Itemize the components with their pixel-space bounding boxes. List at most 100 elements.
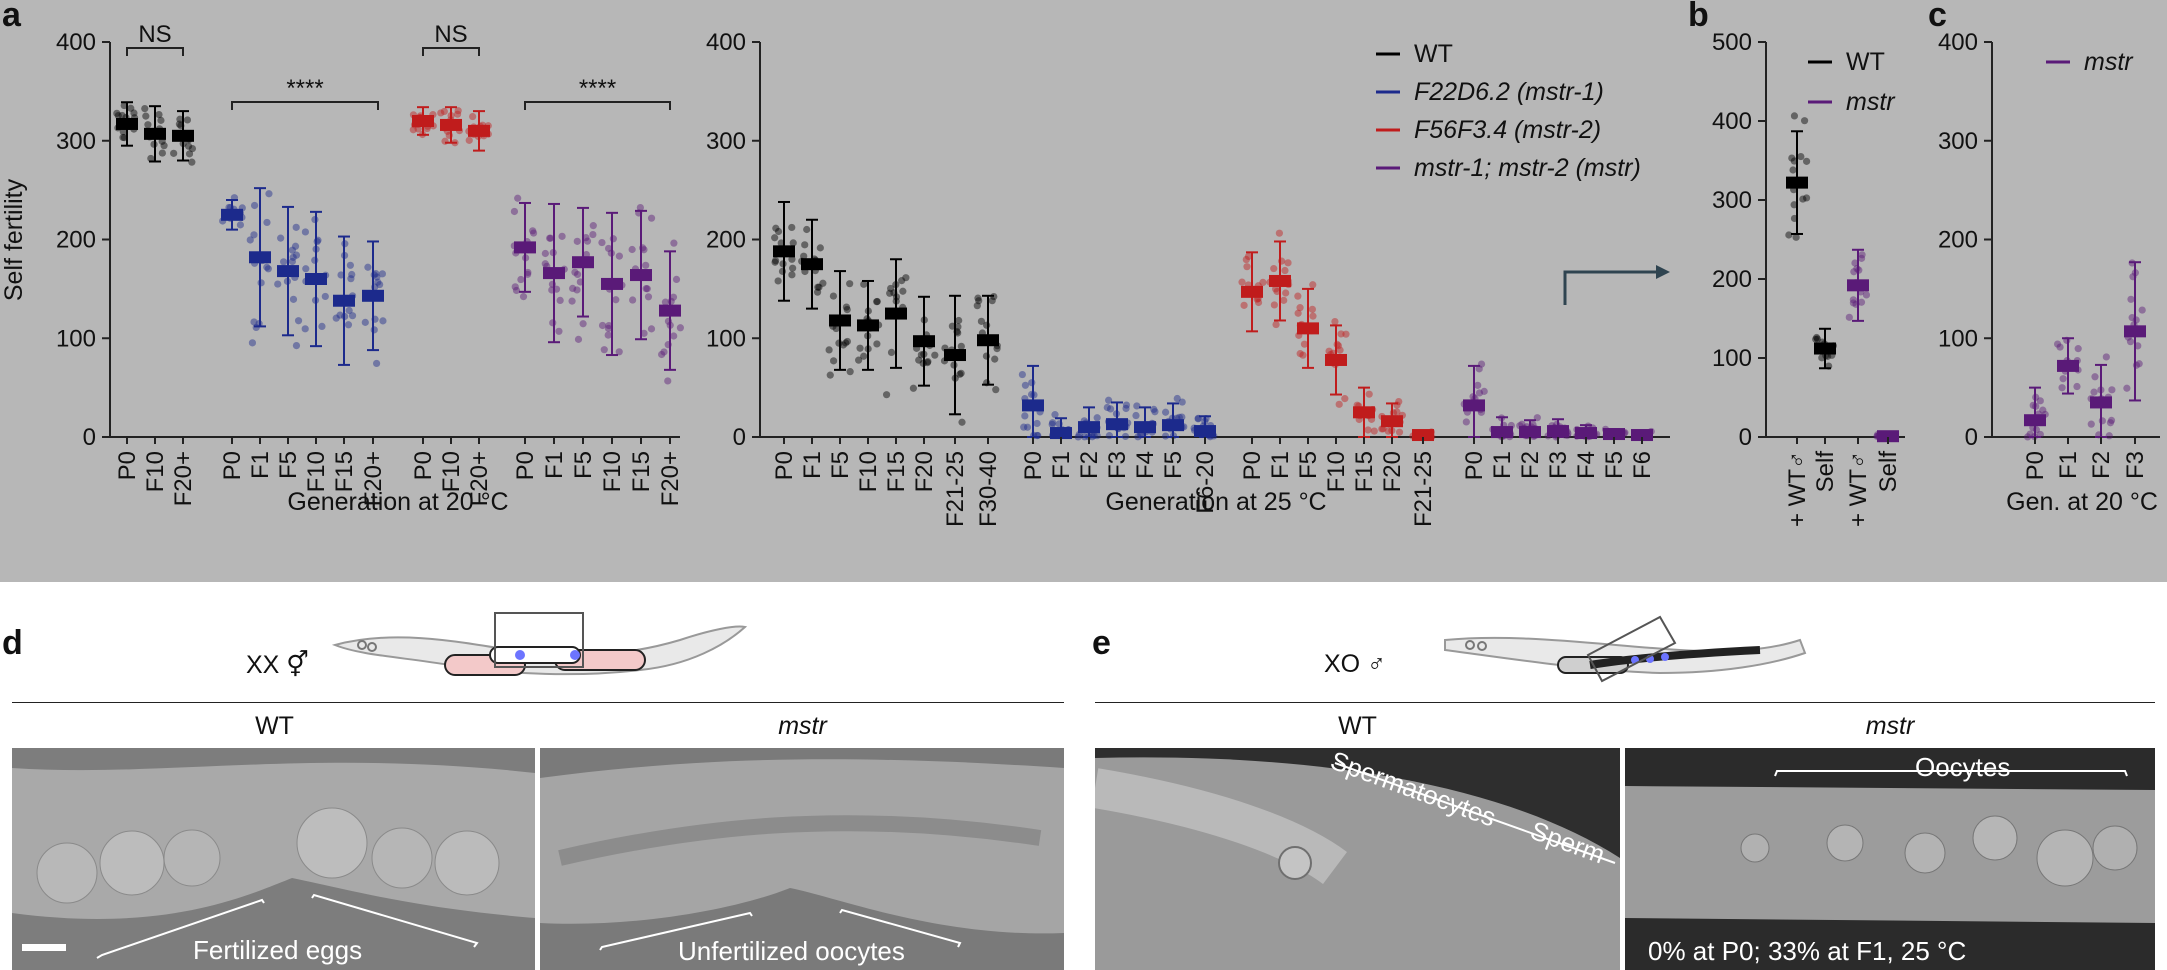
data-point bbox=[609, 235, 617, 243]
data-point bbox=[1803, 157, 1811, 165]
data-point bbox=[571, 268, 579, 276]
data-point bbox=[453, 110, 462, 118]
y-tick-label: 300 bbox=[1712, 187, 1752, 214]
data-point bbox=[1797, 152, 1805, 161]
data-point bbox=[541, 260, 549, 268]
x-tick-label: F4 bbox=[1573, 451, 1600, 479]
mean-marker bbox=[1847, 279, 1869, 292]
y-tick-label: 200 bbox=[1712, 266, 1752, 293]
data-point bbox=[185, 150, 194, 158]
data-point bbox=[1384, 427, 1392, 435]
y-tick-label: 400 bbox=[1712, 108, 1752, 135]
y-tick-label: 200 bbox=[56, 227, 96, 254]
data-point bbox=[1336, 346, 1344, 354]
data-point bbox=[2026, 430, 2034, 438]
data-point bbox=[379, 317, 387, 325]
data-point bbox=[321, 292, 329, 301]
data-point bbox=[991, 355, 999, 363]
data-point bbox=[1790, 112, 1799, 120]
data-point bbox=[1818, 354, 1826, 362]
x-tick-label: F1 bbox=[799, 451, 826, 479]
x-tick-label: F30-40 bbox=[975, 451, 1002, 527]
mean-marker bbox=[172, 129, 194, 142]
data-point bbox=[975, 297, 983, 305]
data-point bbox=[2087, 420, 2095, 428]
data-point bbox=[1275, 229, 1283, 237]
data-point bbox=[2074, 345, 2082, 353]
data-point bbox=[825, 346, 833, 354]
data-point bbox=[170, 149, 178, 157]
data-point bbox=[670, 332, 678, 340]
data-point bbox=[1033, 419, 1041, 428]
panel-label-e: e bbox=[1092, 624, 1111, 662]
x-tick-label: F20+ bbox=[657, 451, 684, 506]
data-point bbox=[524, 268, 532, 277]
x-tick-label: F20+ bbox=[360, 451, 387, 506]
data-point bbox=[157, 116, 165, 124]
y-tick-label: 300 bbox=[56, 128, 96, 155]
genotype-xx-label: XX ⚥ bbox=[246, 651, 309, 679]
data-point bbox=[280, 258, 288, 266]
x-tick-label: F3 bbox=[2122, 451, 2149, 479]
data-point bbox=[2106, 419, 2115, 427]
x-tick-label: F10 bbox=[303, 451, 330, 492]
data-point bbox=[337, 271, 345, 279]
mean-marker bbox=[543, 267, 565, 280]
data-point bbox=[440, 107, 448, 116]
data-point bbox=[2107, 416, 2116, 424]
data-point bbox=[1282, 289, 1290, 297]
data-point bbox=[1462, 418, 1470, 426]
x-tick-label: F1 bbox=[247, 451, 274, 479]
data-point bbox=[292, 341, 301, 350]
data-point bbox=[1857, 298, 1866, 306]
mean-marker bbox=[2124, 325, 2146, 338]
x-tick-label: F2 bbox=[1517, 451, 1544, 479]
data-point bbox=[604, 244, 613, 253]
mean-marker bbox=[1603, 428, 1625, 441]
data-point bbox=[899, 287, 907, 295]
x-tick-label: F15 bbox=[1351, 451, 1378, 492]
data-point bbox=[1018, 370, 1026, 379]
legend-label: F22D6.2 (mstr-1) bbox=[1414, 78, 1604, 106]
data-point bbox=[664, 377, 672, 385]
data-point bbox=[277, 234, 285, 242]
data-point bbox=[512, 286, 521, 295]
x-tick-label: F6-20 bbox=[1192, 451, 1219, 514]
mean-marker bbox=[116, 117, 138, 130]
data-point bbox=[376, 280, 384, 289]
data-point bbox=[1300, 340, 1309, 348]
data-point bbox=[669, 293, 678, 301]
data-point bbox=[529, 229, 538, 237]
data-point bbox=[1341, 395, 1349, 403]
data-point bbox=[142, 112, 150, 120]
data-point bbox=[647, 214, 656, 222]
mean-marker bbox=[1241, 285, 1263, 298]
data-point bbox=[265, 190, 273, 198]
data-point bbox=[2053, 340, 2062, 348]
data-point bbox=[288, 257, 296, 266]
data-point bbox=[1272, 320, 1280, 329]
data-point bbox=[469, 112, 477, 121]
y-tick-label: 0 bbox=[733, 424, 746, 451]
mean-marker bbox=[1786, 176, 1808, 189]
data-point bbox=[1790, 201, 1798, 209]
data-point bbox=[302, 265, 310, 273]
data-point bbox=[574, 335, 583, 343]
data-point bbox=[1270, 264, 1278, 273]
x-tick-label: F2 bbox=[2088, 451, 2115, 479]
data-point bbox=[788, 271, 796, 279]
data-point bbox=[2108, 386, 2116, 394]
data-point bbox=[954, 323, 962, 331]
x-tick-label: F1 bbox=[1048, 451, 1075, 479]
x-tick-label: F5 bbox=[275, 451, 302, 479]
data-point bbox=[873, 297, 881, 306]
legend-label: F56F3.4 (mstr-2) bbox=[1414, 116, 1601, 144]
data-point bbox=[130, 109, 138, 117]
data-point bbox=[1335, 400, 1343, 408]
mean-marker bbox=[1631, 429, 1653, 442]
micrograph-e-wt bbox=[1095, 748, 1620, 970]
data-point bbox=[1812, 335, 1820, 343]
y-tick-label: 200 bbox=[1938, 227, 1978, 254]
data-point bbox=[541, 249, 549, 258]
